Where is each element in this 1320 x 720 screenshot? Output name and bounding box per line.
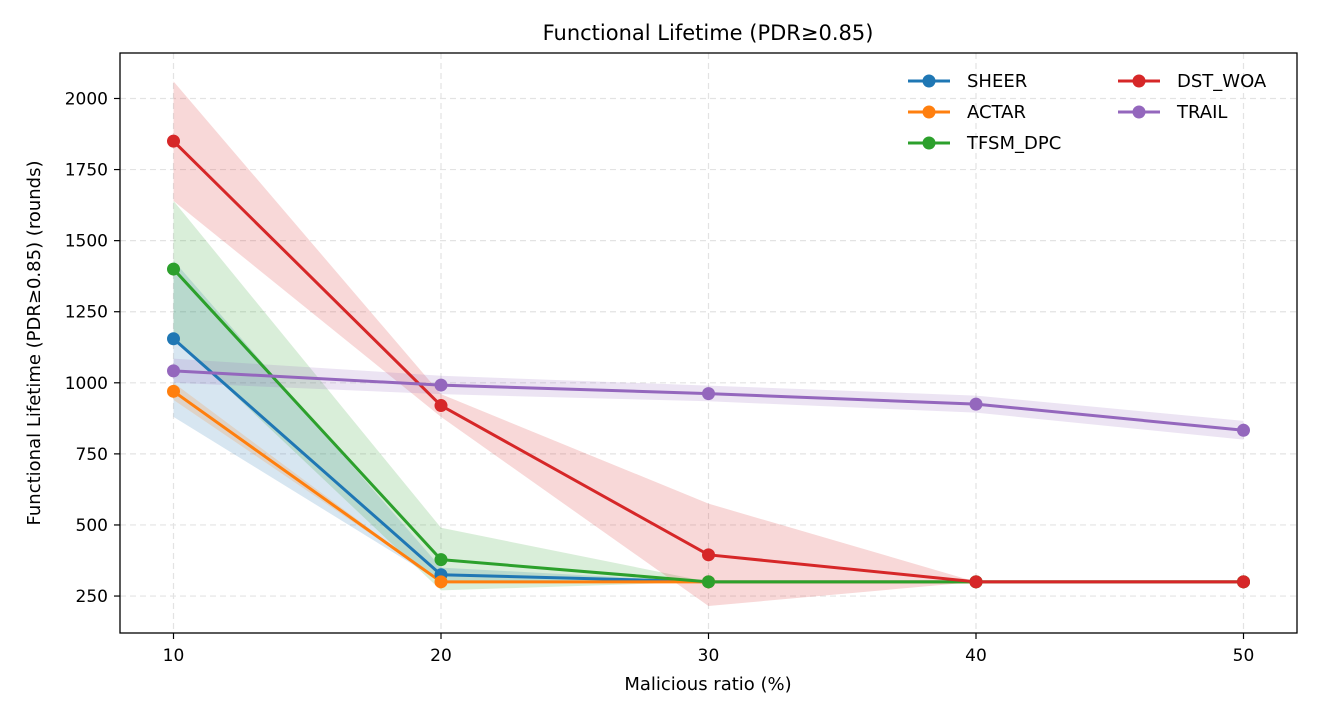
trail-point	[702, 387, 715, 401]
legend-trail-marker	[1132, 105, 1146, 119]
y-axis-ticks: 250 500 750 1000 1250 1500 1750 2000	[65, 89, 120, 607]
x-axis-label: Malicious ratio (%)	[624, 674, 791, 695]
legend-tfsm-dpc-label: TFSM_DPC	[966, 133, 1061, 154]
tfsm-dpc-point	[434, 553, 448, 567]
y-tick-label: 1500	[65, 232, 108, 252]
x-tick-label: 50	[1233, 646, 1255, 666]
y-tick-label: 500	[76, 516, 108, 536]
dst-woa-point	[167, 134, 180, 148]
y-axis-label: Functional Lifetime (PDR≥0.85) (rounds)	[24, 161, 45, 526]
trail-point	[969, 397, 983, 411]
dst-woa-band	[173, 81, 1244, 606]
tfsm-dpc-point	[702, 575, 715, 589]
x-tick-label: 10	[163, 646, 185, 666]
grid	[120, 53, 1297, 633]
dst-woa-point	[969, 575, 983, 589]
x-axis-ticks: 10 20 30 40 50	[163, 633, 1255, 666]
sheer-point	[167, 332, 180, 346]
legend-trail-label: TRAIL	[1176, 102, 1227, 123]
legend: SHEER ACTAR TFSM_DPC DST_WOA TRAIL	[908, 71, 1267, 154]
x-tick-label: 20	[430, 646, 452, 666]
y-tick-label: 2000	[65, 89, 108, 109]
y-tick-label: 1250	[65, 303, 108, 323]
dst-woa-point	[1237, 575, 1250, 589]
trail-point	[434, 378, 448, 392]
y-tick-label: 750	[76, 445, 108, 465]
legend-dst-woa-label: DST_WOA	[1177, 71, 1267, 92]
legend-tfsm-dpc-marker	[922, 136, 936, 150]
trail-point	[167, 364, 180, 378]
legend-actar-marker	[922, 105, 936, 119]
chart-title: Functional Lifetime (PDR≥0.85)	[543, 21, 874, 45]
legend-actar-label: ACTAR	[967, 102, 1026, 123]
legend-sheer-marker	[922, 74, 936, 88]
series-points	[167, 134, 1250, 589]
actar-point	[434, 575, 448, 589]
dst-woa-point	[434, 399, 448, 413]
trail-point	[1237, 423, 1250, 437]
legend-dst-woa-marker	[1132, 74, 1146, 88]
y-tick-label: 1000	[65, 374, 108, 394]
actar-point	[167, 384, 180, 398]
x-tick-label: 30	[698, 646, 720, 666]
legend-sheer-label: SHEER	[967, 71, 1027, 92]
x-tick-label: 40	[965, 646, 987, 666]
tfsm-dpc-point	[167, 262, 180, 276]
y-tick-label: 250	[76, 587, 108, 607]
y-tick-label: 1750	[65, 161, 108, 181]
dst-woa-point	[702, 548, 715, 562]
